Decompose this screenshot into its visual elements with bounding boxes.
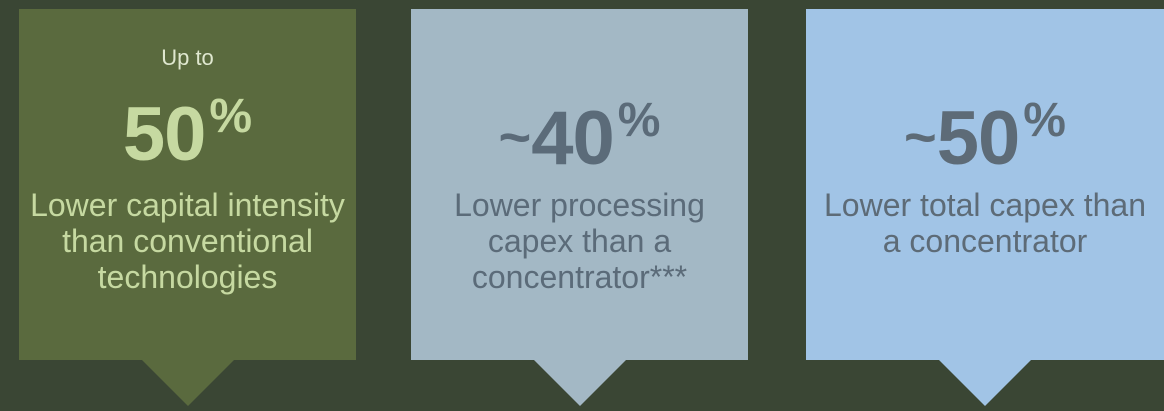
stat-value: 50% [19, 93, 356, 173]
stat-number: 40 [531, 96, 615, 181]
stat-prefix: Up to [161, 45, 214, 70]
stat-value: ~40% [411, 97, 748, 177]
stat-description: Lower capital intensity than conventiona… [30, 187, 345, 295]
card-pointer [141, 360, 234, 406]
card-pointer [939, 360, 1031, 406]
stat-unit: % [209, 90, 253, 143]
stat-approx: ~ [904, 105, 937, 168]
card-pointer [533, 360, 626, 406]
stat-card-capital-intensity: Up to 50% Lower capital intensity than c… [19, 9, 356, 406]
stat-value: ~50% [806, 97, 1164, 177]
stat-description: Lower total capex than a concentrator [824, 187, 1146, 259]
stat-approx: ~ [498, 105, 532, 168]
stat-card-processing-capex: ~40% Lower processing capex than a conce… [411, 9, 748, 406]
stat-number: 50 [122, 92, 207, 177]
stat-number: 50 [936, 96, 1021, 181]
stat-description: Lower processing capex than a concentrat… [454, 187, 705, 295]
stat-unit: % [1023, 94, 1066, 147]
stat-unit: % [617, 94, 661, 147]
stat-card-total-capex: ~50% Lower total capex than a concentrat… [806, 9, 1164, 406]
